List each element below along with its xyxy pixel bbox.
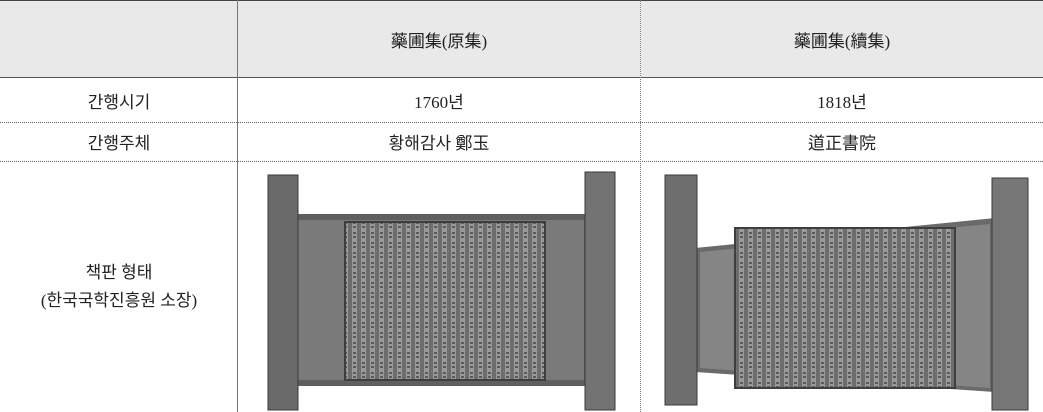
woodblock-sequel <box>664 174 1029 411</box>
cell: 道正書院 <box>808 134 876 153</box>
row-label: 간행주체 <box>87 134 151 153</box>
woodblock-original <box>267 171 616 411</box>
row-label: 책판 형태 (한국국학진흥원 소장) <box>0 161 238 412</box>
row-rule <box>0 122 1043 123</box>
cell: 1760년 <box>414 92 464 112</box>
cell: 1818년 <box>817 92 867 112</box>
column-rule <box>640 0 641 412</box>
header-cell: 藥圃集(續集) <box>641 1 1043 77</box>
header-corner <box>0 1 238 77</box>
cell: 황해감사 鄭玉 <box>388 134 490 153</box>
header-rule <box>0 77 1043 78</box>
row-label: 간행시기 <box>87 92 151 112</box>
label-line: (한국국학진흥원 소장) <box>40 290 198 310</box>
column-rule <box>237 0 238 412</box>
row-rule <box>0 161 1043 162</box>
top-rule <box>0 0 1043 1</box>
label-line: 책판 형태 <box>85 262 153 282</box>
header-cell: 藥圃集(原集) <box>238 1 640 77</box>
